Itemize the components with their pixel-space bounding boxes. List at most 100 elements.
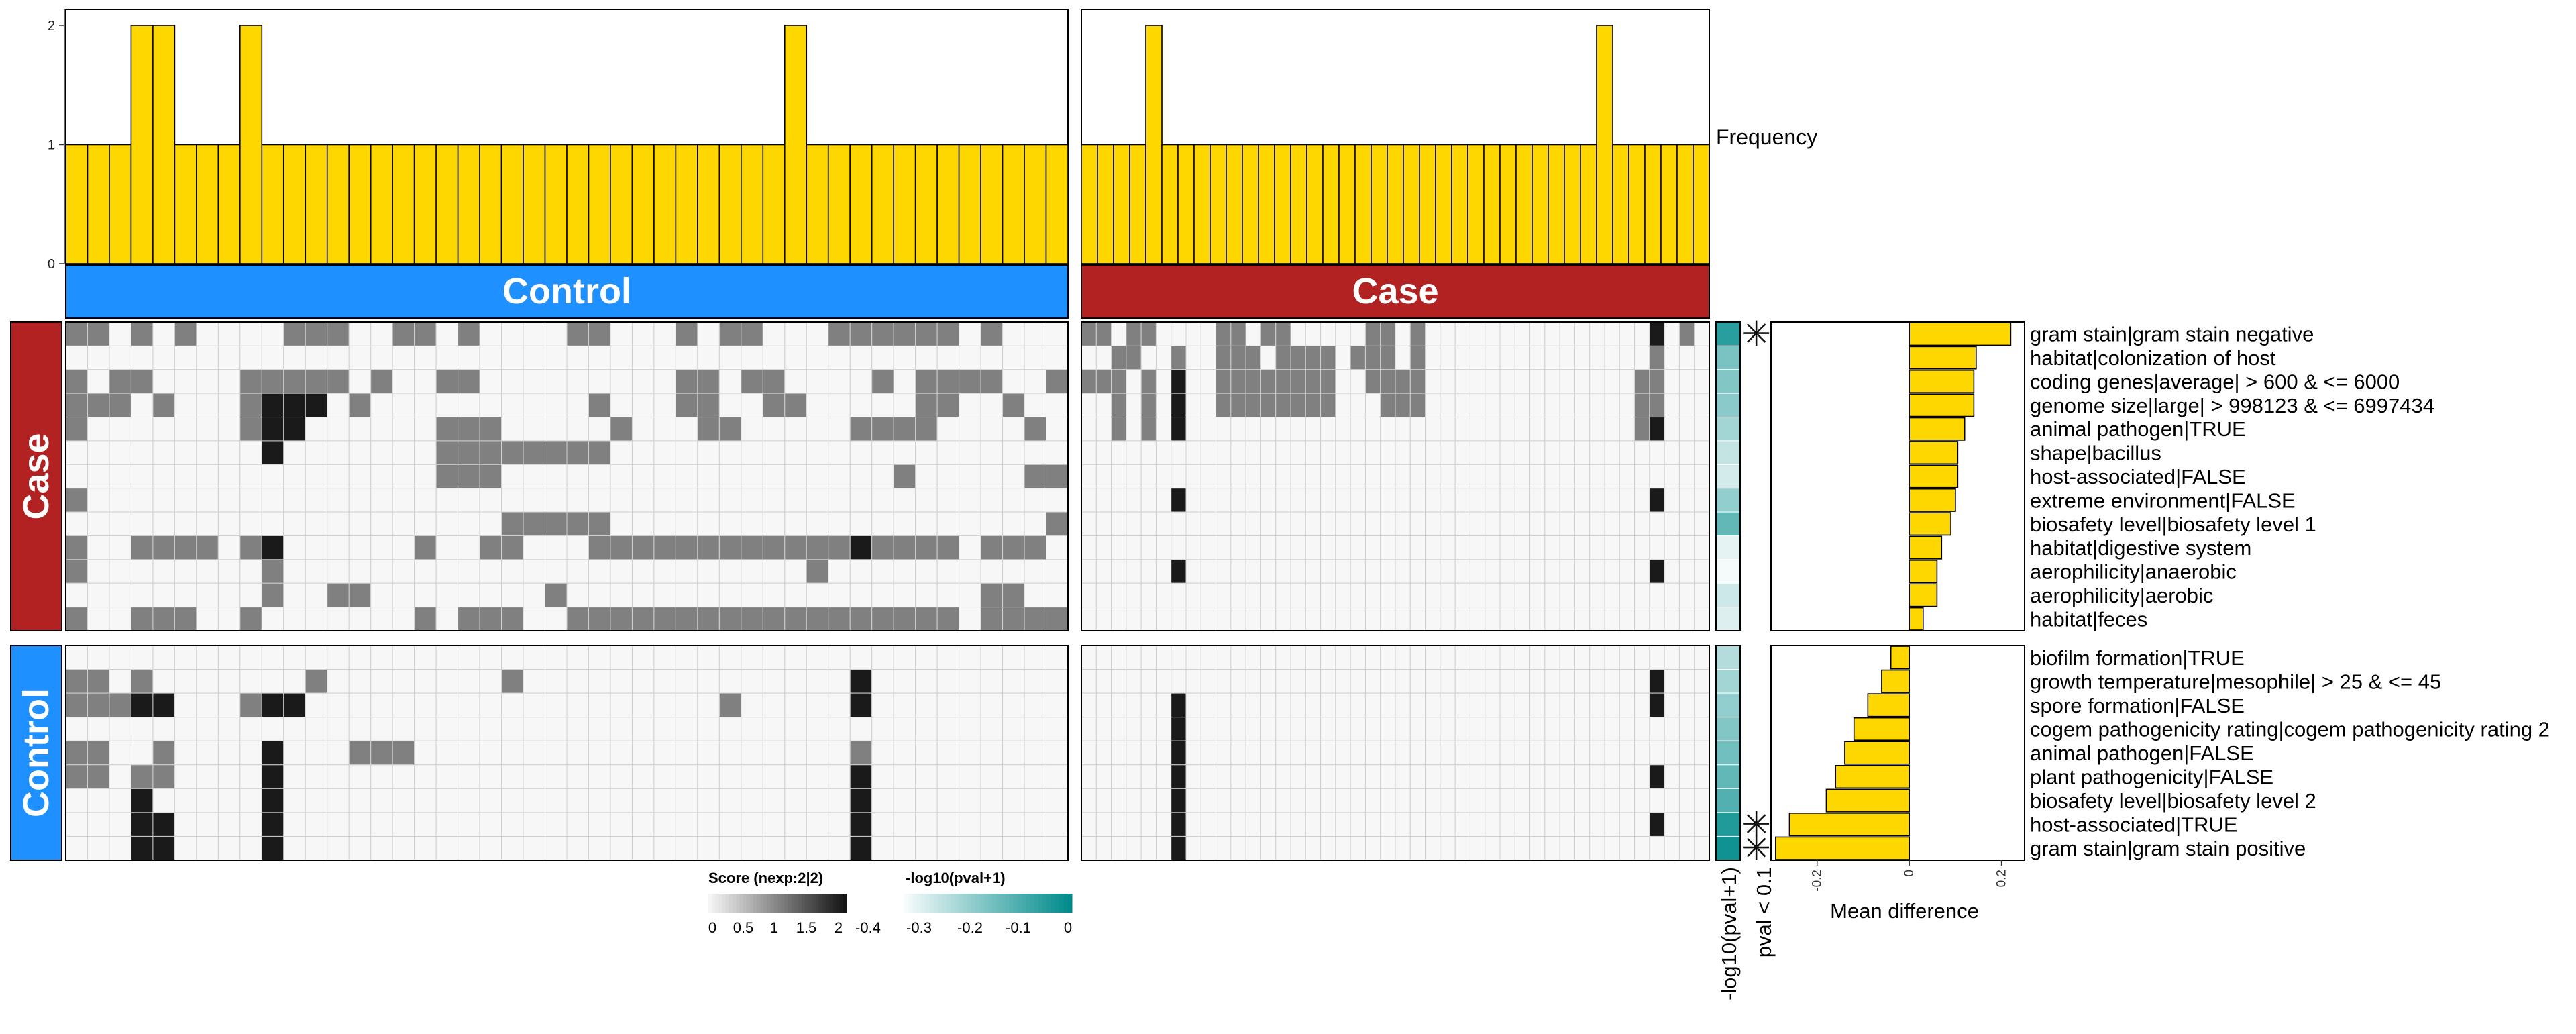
heatmap-cell-control-samples-case-features [435, 582, 459, 608]
heatmap-cell-control-samples-control-features [610, 645, 633, 670]
heatmap-cell-case-samples-case-features [1440, 417, 1456, 442]
heatmap-cell-case-samples-case-features [1649, 511, 1665, 536]
heatmap-cell-control-samples-case-features [261, 345, 284, 370]
heatmap-cell-case-samples-case-features [1469, 440, 1486, 465]
heatmap-cell-case-samples-control-features [1126, 764, 1142, 789]
heatmap-cell-control-samples-case-features [196, 511, 219, 536]
heatmap-cell-control-samples-control-features [435, 669, 459, 694]
frequency-bar-case [1660, 144, 1678, 264]
pval-legend-swatch [1013, 894, 1018, 913]
heatmap-cell-case-samples-case-features [1095, 511, 1112, 536]
heatmap-cell-case-samples-control-features [1245, 764, 1261, 789]
heatmap-cell-control-samples-case-features [152, 321, 175, 346]
heatmap-cell-control-samples-control-features [414, 669, 437, 694]
heatmap-cell-control-samples-case-features [305, 440, 328, 465]
heatmap-cell-control-samples-control-features [1046, 692, 1069, 718]
heatmap-cell-control-samples-control-features [1002, 764, 1025, 789]
heatmap-cell-case-samples-case-features [1634, 393, 1650, 418]
frequency-tick-label: 1 [48, 138, 55, 153]
heatmap-cell-case-samples-case-features [1514, 393, 1531, 418]
heatmap-cell-control-samples-case-features [261, 582, 284, 608]
heatmap-cell-case-samples-control-features [1290, 645, 1306, 670]
heatmap-cell-control-samples-control-features [915, 764, 938, 789]
heatmap-cell-control-samples-control-features [435, 812, 459, 837]
mean-diff-bar-case [1909, 369, 1975, 393]
frequency-bar-control [849, 144, 873, 264]
heatmap-cell-control-samples-case-features [653, 345, 676, 370]
heatmap-cell-case-samples-case-features [1216, 607, 1232, 631]
heatmap-frame-control-samples-control-features [65, 645, 1069, 861]
heatmap-cell-control-samples-case-features [915, 369, 938, 394]
heatmap-cell-case-samples-control-features [1095, 835, 1112, 861]
heatmap-cell-control-samples-case-features [762, 582, 786, 608]
heatmap-cell-control-samples-control-features [196, 812, 219, 837]
heatmap-cell-control-samples-control-features [784, 692, 807, 718]
frequency-bar-case [1548, 144, 1565, 264]
heatmap-cell-case-samples-control-features [1649, 692, 1665, 718]
heatmap-cell-control-samples-control-features [675, 717, 698, 741]
heatmap-cell-control-samples-case-features [653, 440, 676, 465]
heatmap-cell-control-samples-control-features [675, 669, 698, 694]
heatmap-cell-control-samples-control-features [261, 764, 284, 789]
heatmap-cell-case-samples-control-features [1380, 717, 1396, 741]
heatmap-cell-case-samples-case-features [1514, 559, 1531, 584]
heatmap-cell-case-samples-control-features [1678, 645, 1695, 670]
heatmap-cell-case-samples-case-features [1664, 535, 1680, 560]
heatmap-cell-case-samples-control-features [1320, 812, 1336, 837]
pval-legend-swatch [904, 894, 909, 913]
heatmap-cell-case-samples-case-features [1619, 559, 1635, 584]
heatmap-cell-case-samples-case-features [1350, 321, 1366, 346]
heatmap-cell-case-samples-case-features [1155, 417, 1172, 442]
heatmap-cell-control-samples-case-features [87, 345, 110, 370]
heatmap-cell-control-samples-case-features [348, 369, 372, 394]
heatmap-cell-case-samples-case-features [1559, 417, 1575, 442]
heatmap-cell-case-samples-case-features [1425, 511, 1441, 536]
heatmap-cell-case-samples-case-features [1574, 607, 1591, 631]
heatmap-cell-case-samples-case-features [1440, 559, 1456, 584]
heatmap-cell-case-samples-case-features [1350, 393, 1366, 418]
score-legend-swatch [839, 894, 844, 913]
heatmap-cell-control-samples-control-features [653, 740, 676, 766]
heatmap-cell-case-samples-case-features [1469, 369, 1486, 394]
heatmap-cell-case-samples-control-features [1335, 740, 1351, 766]
heatmap-cell-control-samples-control-features [458, 692, 480, 718]
heatmap-cell-case-samples-case-features [1574, 369, 1591, 394]
heatmap-cell-control-samples-case-features [697, 393, 720, 418]
heatmap-cell-control-samples-control-features [762, 717, 786, 741]
heatmap-cell-control-samples-case-features [305, 417, 328, 442]
heatmap-cell-case-samples-case-features [1200, 440, 1217, 465]
heatmap-cell-case-samples-case-features [1380, 369, 1396, 394]
frequency-bar-case [1499, 144, 1517, 264]
feature-label-case: biosafety level|biosafety level 1 [2030, 513, 2316, 536]
heatmap-cell-control-samples-control-features [741, 645, 763, 670]
score-legend-swatch [826, 894, 830, 913]
frequency-bar-control [827, 144, 851, 264]
heatmap-cell-control-samples-case-features [1002, 321, 1025, 346]
heatmap-cell-case-samples-control-features [1216, 717, 1232, 741]
heatmap-cell-case-samples-control-features [1440, 740, 1456, 766]
heatmap-cell-control-samples-control-features [697, 669, 720, 694]
heatmap-cell-control-samples-case-features [718, 607, 742, 631]
heatmap-cell-case-samples-control-features [1095, 717, 1112, 741]
heatmap-cell-control-samples-case-features [1046, 440, 1069, 465]
heatmap-cell-control-samples-control-features [152, 669, 175, 694]
mean-diff-bar-case [1909, 441, 1959, 465]
heatmap-cell-control-samples-case-features [828, 440, 851, 465]
heatmap-cell-control-samples-case-features [414, 607, 437, 631]
heatmap-cell-case-samples-control-features [1275, 717, 1291, 741]
heatmap-cell-case-samples-case-features [1694, 393, 1710, 418]
heatmap-cell-control-samples-control-features [305, 645, 328, 670]
frequency-bar-case [1258, 144, 1275, 264]
frequency-axis-label: Frequency [1716, 125, 1817, 149]
heatmap-cell-control-samples-case-features [392, 369, 415, 394]
heatmap-cell-case-samples-case-features [1260, 559, 1277, 584]
heatmap-cell-control-samples-control-features [566, 669, 589, 694]
score-legend-swatch [798, 894, 802, 913]
heatmap-cell-case-samples-case-features [1260, 345, 1277, 370]
heatmap-cell-case-samples-control-features [1260, 835, 1277, 861]
heatmap-cell-case-samples-control-features [1485, 788, 1501, 813]
heatmap-cell-case-samples-case-features [1350, 417, 1366, 442]
heatmap-cell-case-samples-case-features [1216, 369, 1232, 394]
mean-diff-bar-control [1881, 669, 1910, 693]
pval-legend-swatch [1038, 894, 1043, 913]
